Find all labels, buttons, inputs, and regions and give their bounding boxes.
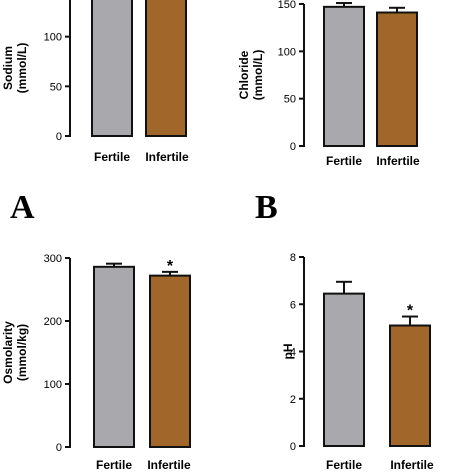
chloride-y-tick-label: 0 xyxy=(290,141,296,153)
osmolarity-y-tick-label: 200 xyxy=(44,316,62,328)
ph-y-axis-title: pH xyxy=(281,344,295,360)
chloride-chart: Fertile Infertile 0 50 100 150 Chloride (mmol/L… xyxy=(237,0,420,168)
chloride-bar-infertile xyxy=(376,11,418,147)
osmolarity-y-axis-title: (mmol/kg) xyxy=(15,324,29,381)
osmolarity-y-tick-label: 100 xyxy=(44,379,62,391)
ph-y-tick-label: 0 xyxy=(290,441,296,453)
ph-chart: Fertile * Infertile 0 2 4 6 8 pH xyxy=(281,252,434,472)
ph-y-tick-label: 8 xyxy=(290,252,296,264)
sodium-category-label: Fertile xyxy=(94,150,130,164)
osmolarity-significance-1: * xyxy=(167,258,174,275)
ph-category-label: Fertile xyxy=(326,458,362,472)
osmolarity-category-label: Fertile xyxy=(96,458,132,472)
ph-bar-fertile xyxy=(323,292,365,447)
sodium-category-label: Infertile xyxy=(145,150,189,164)
osmolarity-y-axis-title: Osmolarity xyxy=(1,321,15,384)
ph-category-label: Infertile xyxy=(390,458,434,472)
sodium-bar-fertile xyxy=(91,0,133,138)
chloride-y-axis-title: Chloride xyxy=(237,50,251,99)
panel-label-b: B xyxy=(255,189,278,226)
sodium-y-tick-label: 50 xyxy=(50,81,62,93)
chloride-y-tick-label: 100 xyxy=(278,46,296,58)
ph-y-tick-label: 4 xyxy=(290,347,296,359)
osmolarity-y-tick-label: 0 xyxy=(56,442,62,454)
osmolarity-bar-fertile xyxy=(93,265,135,448)
chloride-y-tick-label: 50 xyxy=(284,94,296,106)
sodium-chart: Fertile Infertile 0 50 100 Sodium (mmol/L) xyxy=(1,0,189,164)
ph-bar-infertile xyxy=(389,324,431,448)
chloride-y-axis-title: (mmol/L) xyxy=(251,50,265,101)
osmolarity-category-label: Infertile xyxy=(147,458,191,472)
osmolarity-y-tick-label: 300 xyxy=(44,253,62,265)
sodium-y-axis-title: Sodium xyxy=(1,46,15,90)
chloride-category-label: Infertile xyxy=(376,154,420,168)
ph-y-tick-label: 2 xyxy=(290,394,296,406)
chloride-category-label: Fertile xyxy=(326,154,362,168)
panel-label-a: A xyxy=(10,189,35,226)
sodium-y-tick-label: 0 xyxy=(56,131,62,143)
ph-y-tick-label: 6 xyxy=(290,299,296,311)
sodium-y-axis-title: (mmol/L) xyxy=(15,43,29,94)
sodium-bar-infertile xyxy=(145,0,187,137)
chloride-y-tick-label: 150 xyxy=(278,0,296,11)
chloride-bar-fertile xyxy=(323,5,365,148)
sodium-y-tick-label: 100 xyxy=(44,32,62,44)
osmolarity-chart: Fertile * Infertile 0 100 200 300 Osmolarity (mm… xyxy=(1,253,191,472)
osmolarity-bar-infertile xyxy=(149,274,191,449)
ph-significance-1: * xyxy=(407,303,414,320)
